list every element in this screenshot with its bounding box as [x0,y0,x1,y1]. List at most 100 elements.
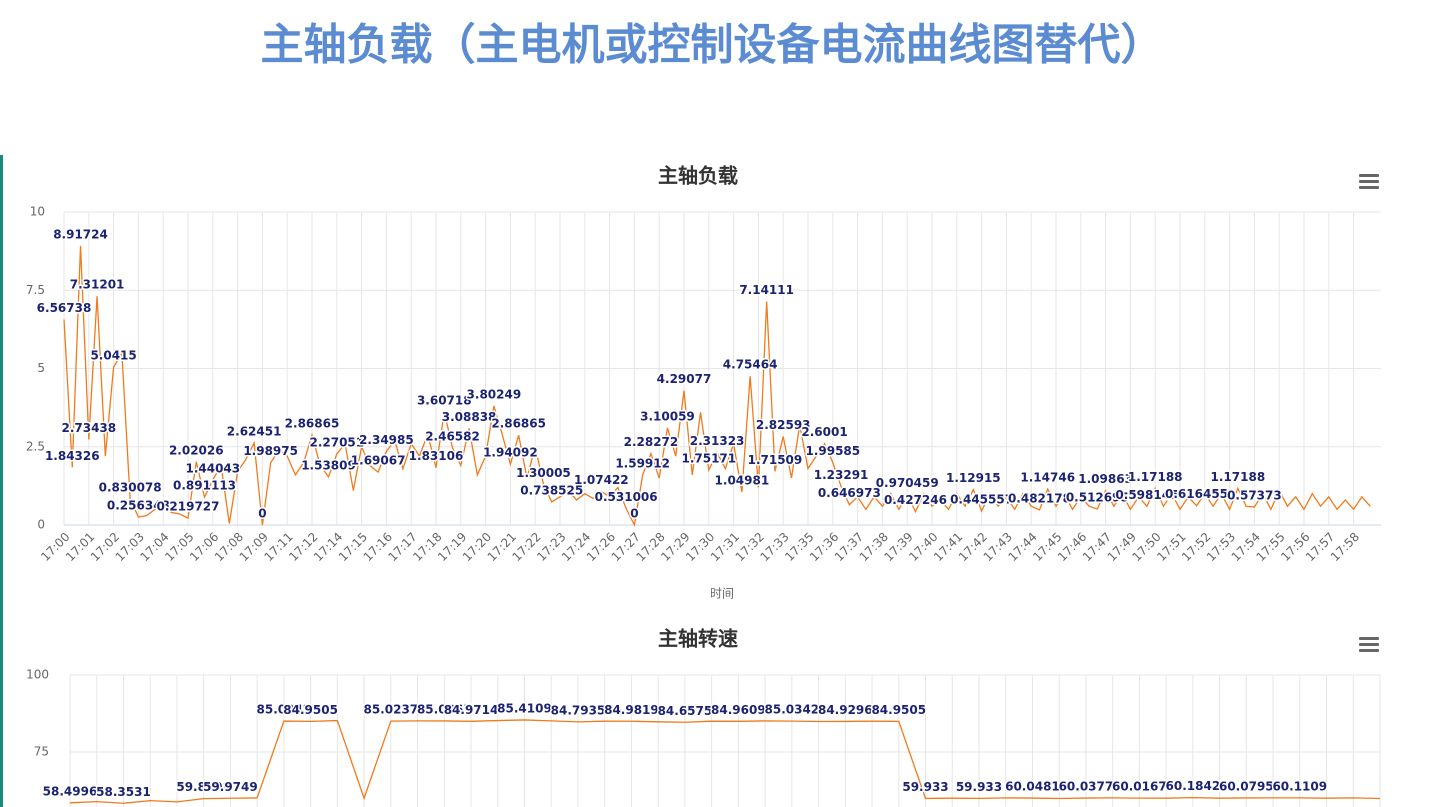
data-label: 59.933 [902,780,948,794]
left-border [0,155,3,807]
data-label: 0.531006 [595,490,658,504]
data-label: 0.57373 [1227,489,1282,503]
data-label: 0.445557 [950,493,1013,507]
data-label: 6.56738 [37,301,92,315]
data-label: 60.0795 [1219,779,1274,793]
data-label: 85.0342 [765,703,820,717]
data-label: 5.0415 [90,349,136,363]
y-tick-label: 2.5 [26,439,45,453]
data-label: 85.0342 [257,703,312,717]
data-label: 84.7935 [551,703,606,717]
data-label: 85.0865 [417,702,472,716]
page-title: 主轴负载（主电机或控制设备电流曲线图替代） [261,21,1164,71]
data-label: 1.83106 [409,449,464,463]
data-line [63,245,1371,528]
data-label: 2.34985 [359,433,414,447]
x-axis-title: 时间 [710,587,734,601]
data-label: 7.31201 [70,278,125,292]
data-label: 1.71509 [748,453,803,467]
data-label: 0.616455 [1165,487,1228,501]
data-label: 2.82593 [756,418,811,432]
y-tick-label: 10 [30,205,45,219]
chart-title: 主轴转速 [658,627,738,651]
x-tick-label: 17:58 [1328,530,1362,564]
data-label: 1.23291 [814,468,869,482]
data-label: 0.482178 [1008,491,1071,505]
data-label: 60.0377 [1059,780,1114,794]
menu-button[interactable] [1359,174,1379,189]
data-label: 1.12915 [946,471,1001,485]
data-label: 2.73438 [61,421,116,435]
data-label: 0.891113 [173,479,236,493]
data-label: 2.28272 [624,435,679,449]
data-label: 1.17188 [1128,470,1183,484]
y-tick-label: 7.5 [26,283,45,297]
data-label: 0 [630,507,638,521]
data-label: 85.4109 [497,701,552,715]
chart-title: 主轴负载 [658,164,738,188]
data-label: 1.53809 [301,458,356,472]
data-line [69,719,1381,804]
data-label: 1.69067 [351,454,406,468]
data-label: 2.62451 [227,424,282,438]
y-tick-label: 75 [34,745,49,759]
data-label: 0.598145 [1115,488,1178,502]
data-label: 84.6575 [658,704,713,718]
data-label: 60.1109 [1272,779,1327,793]
y-tick-label: 0 [37,518,45,532]
data-label: 2.46582 [425,429,480,443]
data-label: 58.4996 [43,784,98,798]
data-label: 2.6001 [801,425,847,439]
data-label: 0.970459 [876,476,939,490]
data-label: 0.427246 [884,493,947,507]
data-label: 2.31323 [690,434,745,448]
menu-button[interactable] [1359,637,1379,652]
data-label: 3.60718 [417,394,472,408]
data-label: 84.9505 [283,703,338,717]
data-label: 1.99585 [805,444,860,458]
data-label: 1.94092 [483,446,538,460]
data-label: 59.9749 [203,780,258,794]
y-tick-label: 100 [26,668,49,682]
data-label: 4.75464 [723,358,778,372]
data-label: 84.9296 [818,703,873,717]
data-label: 0 [258,507,266,521]
data-label: 1.17188 [1211,470,1266,484]
data-label: 0.646973 [818,486,881,500]
data-label: 2.86865 [491,417,546,431]
data-label: 84.9609 [711,703,766,717]
data-label: 59.8598 [176,780,231,794]
data-label: 7.14111 [739,283,794,297]
data-label: 85.0237 [363,703,418,717]
data-label: 1.04981 [715,474,770,488]
data-label: 3.80249 [467,387,522,401]
data-label: 1.14746 [1020,471,1075,485]
y-tick-label: 5 [37,361,45,375]
data-label: 60.0481 [1005,780,1060,794]
data-label: 84.9819 [604,703,659,717]
data-label: 4.29077 [657,372,712,386]
data-label: 60.1842 [1166,779,1221,793]
data-label: 0.830078 [99,481,162,495]
data-label: 84.9714 [444,703,499,717]
data-label: 1.09863 [1078,472,1133,486]
data-label: 59.933 [956,780,1002,794]
data-label: 1.44043 [185,461,240,475]
data-label: 0.738525 [520,483,583,497]
data-label: 2.27051 [309,435,364,449]
data-label: 1.30005 [516,466,571,480]
chart: 17:0017:0117:0217:0317:0417:0517:0617:08… [26,205,1381,564]
data-label: 0.219727 [156,500,219,514]
data-label: 84.9505 [871,703,926,717]
data-label: 1.07422 [574,473,629,487]
data-label: 1.98975 [243,444,298,458]
data-label: 0.512695 [1066,490,1129,504]
data-label: 60.0167 [1112,780,1167,794]
data-label: 2.86865 [285,417,340,431]
data-label: 1.75171 [681,452,736,466]
data-label: 0.256348 [107,498,170,512]
data-label: 3.10059 [640,409,695,423]
data-label: 8.91724 [53,227,108,241]
